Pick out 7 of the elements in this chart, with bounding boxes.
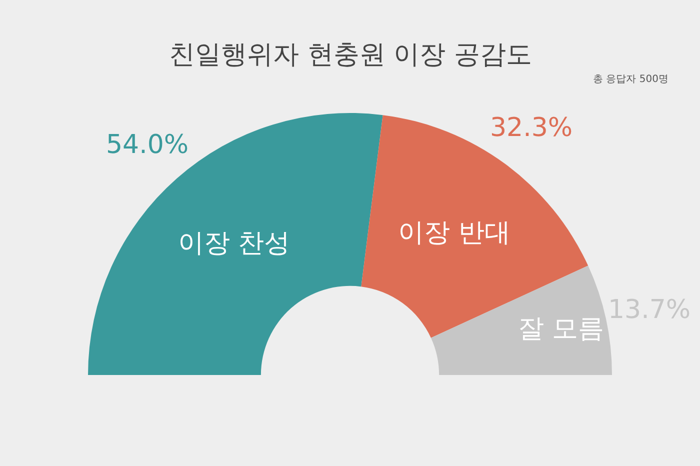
slice-label: 이장 반대 [398,218,510,248]
slice-label: 이장 찬성 [178,228,290,258]
slice-label: 잘 모름 [518,314,604,344]
chart-title: 친일행위자 현충원 이장 공감도 [169,40,532,70]
chart-subtitle: 총 응답자 500명 [593,74,668,85]
data-label: 32.3% [490,113,573,143]
data-label: 54.0% [106,130,189,160]
